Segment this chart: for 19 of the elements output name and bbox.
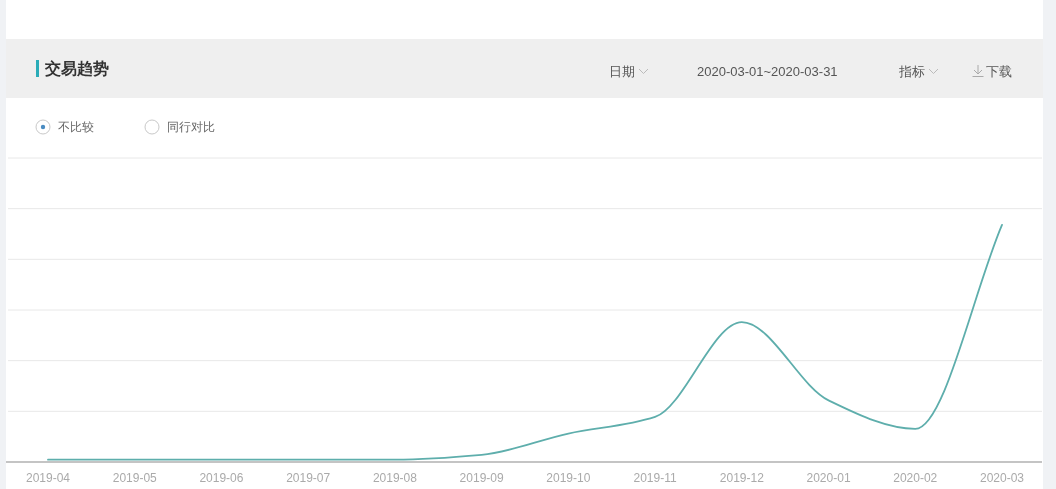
x-tick-label: 2019-04 — [26, 471, 70, 485]
x-tick-label: 2020-02 — [893, 471, 938, 485]
x-tick-label: 2020-03 — [980, 471, 1024, 485]
x-tick-label: 2019-06 — [199, 471, 244, 485]
x-tick-label: 2019-11 — [633, 471, 677, 485]
x-tick-label: 2019-10 — [546, 471, 591, 485]
title: 交易趋势 — [45, 59, 109, 77]
x-tick-label: 2019-09 — [459, 471, 504, 485]
annotation: 2020-03-01~2020-03-31 — [697, 63, 838, 79]
annotation: 下载 — [986, 63, 1012, 79]
annotation: 同行对比 — [167, 120, 215, 134]
x-tick-label: 2019-07 — [286, 471, 331, 485]
annotation: 日期 — [609, 63, 635, 79]
x-tick-label: 2019-08 — [372, 471, 417, 485]
x-tick-label: 2020-01 — [806, 471, 851, 485]
x-tick-label: 2019-12 — [719, 471, 764, 485]
annotation: 不比较 — [58, 120, 94, 134]
annotation: 指标 — [899, 63, 925, 79]
x-tick-label: 2019-05 — [112, 471, 157, 485]
